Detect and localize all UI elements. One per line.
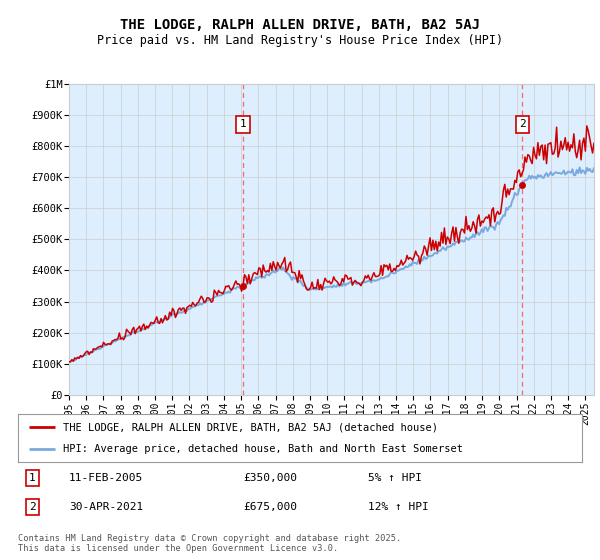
Text: THE LODGE, RALPH ALLEN DRIVE, BATH, BA2 5AJ (detached house): THE LODGE, RALPH ALLEN DRIVE, BATH, BA2 … <box>63 422 438 432</box>
Text: £675,000: £675,000 <box>244 502 298 512</box>
Text: 1: 1 <box>239 119 246 129</box>
Text: 1: 1 <box>29 473 35 483</box>
Text: 12% ↑ HPI: 12% ↑ HPI <box>368 502 428 512</box>
Text: 2: 2 <box>29 502 35 512</box>
Text: HPI: Average price, detached house, Bath and North East Somerset: HPI: Average price, detached house, Bath… <box>63 444 463 454</box>
Text: Contains HM Land Registry data © Crown copyright and database right 2025.
This d: Contains HM Land Registry data © Crown c… <box>18 534 401 553</box>
Text: 2: 2 <box>519 119 526 129</box>
Text: £350,000: £350,000 <box>244 473 298 483</box>
Text: Price paid vs. HM Land Registry's House Price Index (HPI): Price paid vs. HM Land Registry's House … <box>97 34 503 46</box>
Text: 11-FEB-2005: 11-FEB-2005 <box>69 473 143 483</box>
Text: 5% ↑ HPI: 5% ↑ HPI <box>368 473 422 483</box>
Text: 30-APR-2021: 30-APR-2021 <box>69 502 143 512</box>
Text: THE LODGE, RALPH ALLEN DRIVE, BATH, BA2 5AJ: THE LODGE, RALPH ALLEN DRIVE, BATH, BA2 … <box>120 18 480 32</box>
